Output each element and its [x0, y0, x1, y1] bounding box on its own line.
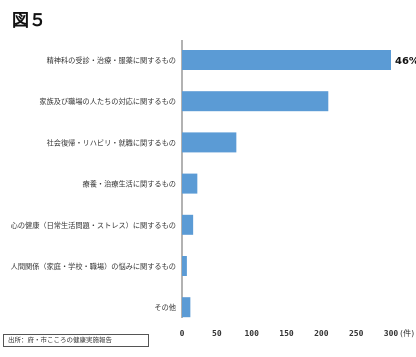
bar-5 [182, 214, 194, 235]
figure-title: 図５ [12, 11, 46, 31]
x-tick-50: 50 [212, 329, 222, 338]
x-tick-300: 300 [384, 329, 399, 338]
value-labels: 46% [395, 56, 416, 67]
category-label-2: 家族及び職場の人たちの対応に関するもの [39, 97, 176, 106]
x-tick-100: 100 [244, 329, 259, 338]
category-label-6: 人間関係（家庭・学校・職場）の悩みに関するもの [11, 262, 176, 271]
x-tick-200: 200 [314, 329, 329, 338]
category-label-5: 心の健康（日常生活問題・ストレス）に関するもの [11, 221, 176, 230]
x-unit-label: (件) [400, 328, 414, 338]
source-note: 出所：府・市こころの健康実施報告 [3, 334, 149, 347]
bar-6 [182, 256, 187, 276]
category-label-3: 社会復帰・リハビリ・就職に関するもの [47, 138, 176, 147]
x-tick-250: 250 [349, 329, 364, 338]
bar-3 [182, 132, 237, 153]
category-label-1: 精神科の受診・治療・服薬に関するもの [47, 56, 176, 65]
category-label-7: その他 [154, 303, 176, 312]
bar-2 [182, 91, 329, 112]
x-tick-labels: 0 50 100 150 200 250 300 [180, 329, 399, 338]
category-label-4: 療養・治療生活に関するもの [83, 180, 176, 189]
x-tick-0: 0 [180, 329, 185, 338]
bar-7 [182, 297, 191, 318]
bar-1 [182, 50, 391, 70]
value-label-1: 46% [395, 56, 416, 67]
bar-group [182, 50, 391, 318]
bar-4 [182, 173, 198, 194]
x-tick-150: 150 [279, 329, 294, 338]
category-labels: 精神科の受診・治療・服薬に関するもの家族及び職場の人たちの対応に関するもの社会復… [11, 56, 176, 312]
